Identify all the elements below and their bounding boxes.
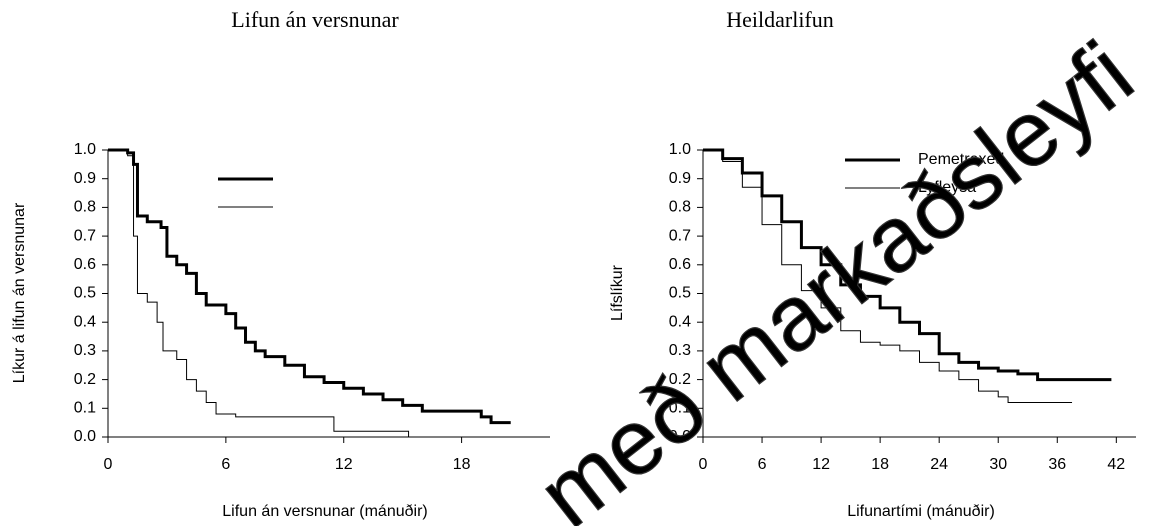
x-axis-label: Lifunartími (mánuðir) [847,503,995,520]
y-tick-label: 0.0 [74,428,96,445]
y-tick-label: 0.6 [669,256,691,273]
y-axis-label: Líkur á lifun án versnunar [11,202,28,383]
y-tick-label: 0.8 [74,199,96,216]
y-tick-label: 0.3 [669,342,691,359]
y-tick-label: 0.7 [74,227,96,244]
y-tick-label: 0.1 [669,400,691,417]
survival-curve [703,149,1073,404]
x-tick-label: 42 [1107,456,1125,473]
chart-title: Lifun án versnunar [231,7,399,32]
y-tick-label: 0.7 [669,227,691,244]
y-tick-label: 0.5 [669,285,691,302]
y-tick-label: 0.2 [669,371,691,388]
x-tick-label: 30 [989,456,1007,473]
y-tick-label: 0.6 [74,256,96,273]
y-tick-label: 1.0 [669,141,691,158]
x-tick-label: 18 [871,456,889,473]
y-tick-label: 0.1 [74,400,96,417]
chart-title: Heildarlifun [726,7,834,32]
x-tick-label: 18 [453,456,471,473]
y-tick-label: 0.3 [74,342,96,359]
y-tick-label: 1.0 [74,141,96,158]
x-tick-label: 6 [758,456,767,473]
y-tick-label: 0.2 [74,371,96,388]
x-tick-label: 24 [930,456,948,473]
y-tick-label: 0.4 [74,313,96,330]
y-tick-label: 0.9 [74,170,96,187]
survival-curve [108,149,410,437]
y-tick-label: 0.0 [669,428,691,445]
y-axis-label: Lífslíkur [609,264,626,321]
legend-label: Lyfleysa [918,179,976,196]
y-tick-label: 0.9 [669,170,691,187]
x-tick-label: 6 [221,456,230,473]
legend-label: Pemetrexed [918,151,1004,168]
x-tick-label: 12 [335,456,353,473]
x-tick-label: 36 [1048,456,1066,473]
x-axis-label: Lifun án versnunar (mánuðir) [222,503,427,520]
y-tick-label: 0.5 [74,285,96,302]
y-tick-label: 0.4 [669,313,691,330]
x-tick-label: 0 [699,456,708,473]
x-tick-label: 0 [104,456,113,473]
x-tick-label: 12 [812,456,830,473]
survival-curve [108,148,511,425]
y-tick-label: 0.8 [669,199,691,216]
